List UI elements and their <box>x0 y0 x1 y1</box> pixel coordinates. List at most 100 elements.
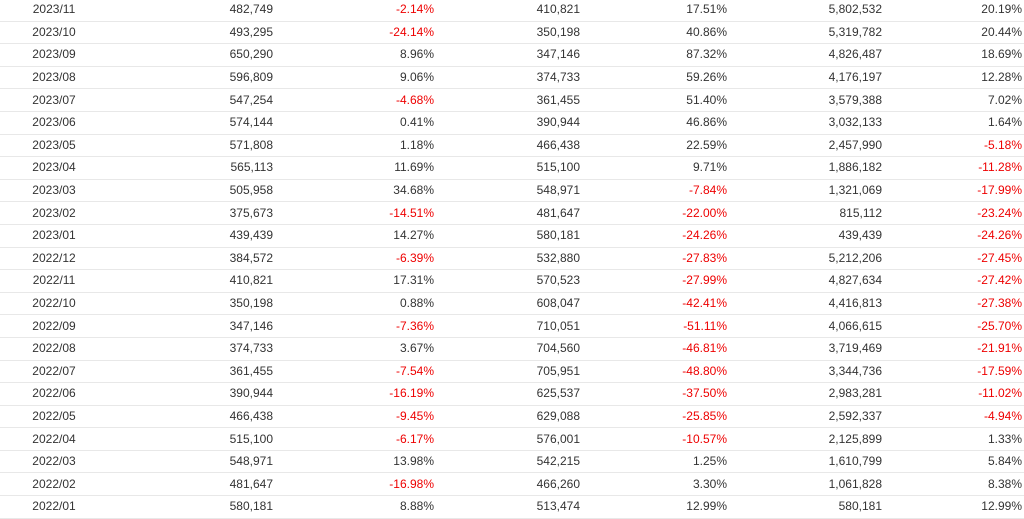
cumulative-value-cell: 4,416,813 <box>727 292 882 316</box>
mom-change-cell: 1.18% <box>273 134 434 158</box>
prev-year-value-cell: 710,051 <box>434 314 580 338</box>
cumulative-change-cell: 1.64% <box>882 111 1024 135</box>
month-cell: 2022/05 <box>0 405 145 429</box>
mom-change-cell: 9.06% <box>273 66 434 90</box>
table-row: 2022/08 374,733 3.67% 704,560 -46.81% 3,719,4… <box>0 337 1024 361</box>
month-cell: 2023/11 <box>0 0 145 22</box>
value-cell: 515,100 <box>145 427 273 451</box>
cumulative-value-cell: 5,802,532 <box>727 0 882 22</box>
cumulative-change-cell: -27.38% <box>882 292 1024 316</box>
yoy-change-cell: 46.86% <box>580 111 727 135</box>
mom-change-cell: -4.68% <box>273 88 434 112</box>
prev-year-value-cell: 515,100 <box>434 156 580 180</box>
prev-year-value-cell: 361,455 <box>434 88 580 112</box>
mom-change-cell: -6.39% <box>273 247 434 271</box>
cumulative-change-cell: 20.44% <box>882 21 1024 45</box>
yoy-change-cell: 51.40% <box>580 88 727 112</box>
table-row: 2023/05 571,808 1.18% 466,438 22.59% 2,457,99… <box>0 134 1024 158</box>
value-cell: 350,198 <box>145 292 273 316</box>
table-row: 2022/05 466,438 -9.45% 629,088 -25.85% 2,592,… <box>0 405 1024 429</box>
table-row: 2022/09 347,146 -7.36% 710,051 -51.11% 4,066,… <box>0 314 1024 338</box>
cumulative-change-cell: 12.28% <box>882 66 1024 90</box>
cumulative-change-cell: -25.70% <box>882 314 1024 338</box>
month-cell: 2022/12 <box>0 247 145 271</box>
cumulative-value-cell: 5,212,206 <box>727 247 882 271</box>
cumulative-change-cell: -11.02% <box>882 382 1024 406</box>
value-cell: 439,439 <box>145 224 273 248</box>
mom-change-cell: -2.14% <box>273 0 434 22</box>
value-cell: 580,181 <box>145 495 273 519</box>
yoy-change-cell: -25.85% <box>580 405 727 429</box>
value-cell: 482,749 <box>145 0 273 22</box>
month-cell: 2022/09 <box>0 314 145 338</box>
value-cell: 548,971 <box>145 450 273 474</box>
value-cell: 410,821 <box>145 269 273 293</box>
month-cell: 2022/10 <box>0 292 145 316</box>
cumulative-value-cell: 815,112 <box>727 201 882 225</box>
mom-change-cell: -16.19% <box>273 382 434 406</box>
cumulative-change-cell: -17.59% <box>882 360 1024 384</box>
prev-year-value-cell: 705,951 <box>434 360 580 384</box>
month-cell: 2023/09 <box>0 43 145 67</box>
month-cell: 2023/06 <box>0 111 145 135</box>
month-cell: 2023/08 <box>0 66 145 90</box>
month-cell: 2022/04 <box>0 427 145 451</box>
prev-year-value-cell: 347,146 <box>434 43 580 67</box>
yoy-change-cell: -48.80% <box>580 360 727 384</box>
month-cell: 2022/08 <box>0 337 145 361</box>
cumulative-change-cell: -27.45% <box>882 247 1024 271</box>
mom-change-cell: 3.67% <box>273 337 434 361</box>
prev-year-value-cell: 350,198 <box>434 21 580 45</box>
cumulative-change-cell: -4.94% <box>882 405 1024 429</box>
cumulative-change-cell: -17.99% <box>882 179 1024 203</box>
cumulative-value-cell: 2,457,990 <box>727 134 882 158</box>
cumulative-value-cell: 1,061,828 <box>727 472 882 497</box>
prev-year-value-cell: 466,260 <box>434 472 580 497</box>
prev-year-value-cell: 513,474 <box>434 495 580 519</box>
cumulative-value-cell: 5,319,782 <box>727 21 882 45</box>
value-cell: 374,733 <box>145 337 273 361</box>
yoy-change-cell: -7.84% <box>580 179 727 203</box>
mom-change-cell: 8.88% <box>273 495 434 519</box>
yoy-change-cell: 17.51% <box>580 0 727 22</box>
month-cell: 2023/04 <box>0 156 145 180</box>
value-cell: 466,438 <box>145 405 273 429</box>
prev-year-value-cell: 542,215 <box>434 450 580 474</box>
yoy-change-cell: 22.59% <box>580 134 727 158</box>
yoy-change-cell: -42.41% <box>580 292 727 316</box>
mom-change-cell: 14.27% <box>273 224 434 248</box>
table-row: 2022/06 390,944 -16.19% 625,537 -37.50% 2,983… <box>0 382 1024 406</box>
month-cell: 2023/03 <box>0 179 145 203</box>
month-cell: 2023/01 <box>0 224 145 248</box>
table-row: 2022/11 410,821 17.31% 570,523 -27.99% 4,827,… <box>0 269 1024 293</box>
yoy-change-cell: -24.26% <box>580 224 727 248</box>
cumulative-value-cell: 4,066,615 <box>727 314 882 338</box>
cumulative-value-cell: 3,579,388 <box>727 88 882 112</box>
cumulative-change-cell: 8.38% <box>882 472 1024 497</box>
cumulative-change-cell: 5.84% <box>882 450 1024 474</box>
cumulative-value-cell: 4,176,197 <box>727 66 882 90</box>
month-cell: 2022/01 <box>0 495 145 519</box>
value-cell: 505,958 <box>145 179 273 203</box>
cumulative-value-cell: 2,125,899 <box>727 427 882 451</box>
value-cell: 547,254 <box>145 88 273 112</box>
table-row: 2022/03 548,971 13.98% 542,215 1.25% 1,610,79… <box>0 450 1024 474</box>
mom-change-cell: -9.45% <box>273 405 434 429</box>
table-row: 2022/10 350,198 0.88% 608,047 -42.41% 4,416,8… <box>0 292 1024 316</box>
yoy-change-cell: 12.99% <box>580 495 727 519</box>
cumulative-value-cell: 4,826,487 <box>727 43 882 67</box>
prev-year-value-cell: 410,821 <box>434 0 580 22</box>
cumulative-change-cell: 7.02% <box>882 88 1024 112</box>
cumulative-change-cell: -27.42% <box>882 269 1024 293</box>
prev-year-value-cell: 629,088 <box>434 405 580 429</box>
cumulative-value-cell: 2,592,337 <box>727 405 882 429</box>
table-row: 2022/02 481,647 -16.98% 466,260 3.30% 1,061,8… <box>0 472 1024 497</box>
yoy-change-cell: -22.00% <box>580 201 727 225</box>
cumulative-value-cell: 439,439 <box>727 224 882 248</box>
yoy-change-cell: 59.26% <box>580 66 727 90</box>
month-cell: 2023/02 <box>0 201 145 225</box>
table-row: 2023/09 650,290 8.96% 347,146 87.32% 4,826,48… <box>0 43 1024 67</box>
yoy-change-cell: -46.81% <box>580 337 727 361</box>
cumulative-change-cell: -23.24% <box>882 201 1024 225</box>
